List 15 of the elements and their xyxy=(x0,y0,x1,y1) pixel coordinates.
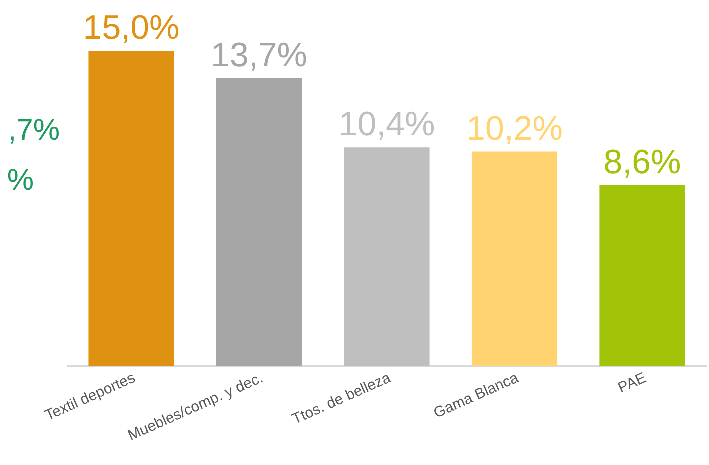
bar xyxy=(88,51,174,366)
data-label: 10,2% xyxy=(466,110,563,148)
bar xyxy=(600,185,686,366)
text: % xyxy=(7,164,34,197)
x-tick-label: PAE xyxy=(616,370,649,397)
data-label: 10,4% xyxy=(338,106,436,144)
data-label: 13,7% xyxy=(211,36,308,74)
x-tick-label: Gama Blanca xyxy=(431,369,522,422)
data-label: 15,0% xyxy=(83,9,180,47)
data-label: 8,6% xyxy=(604,143,682,182)
text: ,7% xyxy=(8,114,60,147)
bar xyxy=(472,152,558,366)
x-tick-label: Ttos. de belleza xyxy=(290,369,394,428)
bar xyxy=(216,78,302,366)
bar xyxy=(344,148,430,366)
